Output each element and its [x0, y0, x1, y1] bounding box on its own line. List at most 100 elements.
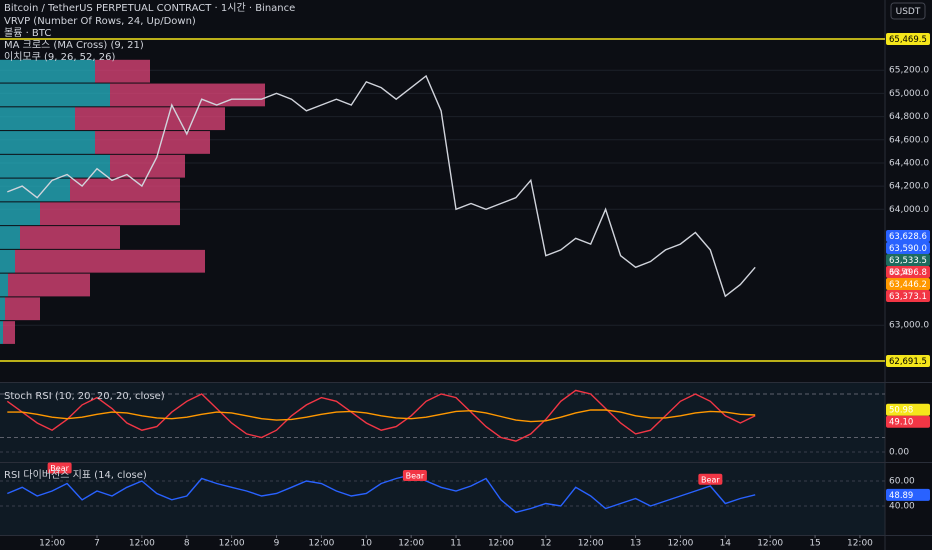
- y-tick-label: 65,200.0: [889, 66, 929, 76]
- y-tick-label: 64,200.0: [889, 182, 929, 192]
- vp-down-bar: [110, 83, 265, 107]
- y-tick-label: 64,400.0: [889, 158, 929, 168]
- vp-down-bar: [8, 273, 90, 297]
- price-badge: [886, 277, 930, 290]
- vp-up-bar: [0, 131, 95, 154]
- signal-label: Bear: [406, 472, 425, 481]
- x-tick-label: 14: [720, 539, 732, 549]
- price-badge: [886, 403, 930, 416]
- vp-down-bar: [3, 321, 15, 344]
- x-tick-label: 12:00: [578, 539, 604, 549]
- x-tick-label: 12:00: [129, 539, 155, 549]
- price-badge: [886, 229, 930, 242]
- indicator-label: 이치모쿠 (9, 26, 52, 26): [4, 51, 115, 63]
- x-tick-label: 8: [184, 539, 190, 549]
- price-badge: [886, 488, 930, 501]
- vp-down-bar: [20, 226, 120, 249]
- x-tick-label: 12:00: [308, 539, 334, 549]
- price-badge: [886, 415, 930, 428]
- price-badge-label: 50.98: [889, 406, 913, 416]
- vp-up-bar: [0, 273, 8, 297]
- vp-down-bar: [40, 202, 180, 226]
- x-tick-label: 12:00: [667, 539, 693, 549]
- signal-box: [402, 470, 427, 481]
- y-tick-label: 65,000.0: [889, 89, 929, 99]
- x-tick-label: 12:00: [847, 539, 873, 549]
- vp-down-bar: [95, 131, 210, 154]
- x-tick-label: 10: [361, 539, 373, 549]
- y-tick-label: 64,800.0: [889, 112, 929, 122]
- vp-down-bar: [15, 249, 205, 273]
- currency-button[interactable]: [890, 2, 926, 20]
- vp-down-bar: [5, 297, 40, 321]
- vp-up-bar: [0, 59, 95, 83]
- signal-label: Bear: [701, 475, 720, 484]
- hline-badge-label: 62,691.5: [889, 357, 927, 367]
- vp-up-bar: [0, 202, 40, 226]
- price-badge: [886, 241, 930, 254]
- hline-badge: [886, 32, 930, 45]
- y-tick-label: 40.00: [889, 502, 915, 512]
- y-tick-label: 64,000.0: [889, 205, 929, 215]
- signal-box: [47, 462, 72, 474]
- currency-label[interactable]: USDT: [896, 7, 921, 17]
- indicator-label: 볼륨 · BTC: [4, 27, 51, 39]
- price-badge-label: 48.89: [889, 491, 913, 501]
- hline-badge-label: 65,469.5: [889, 35, 927, 45]
- x-tick-label: 12:00: [398, 539, 424, 549]
- x-tick-label: 7: [94, 539, 100, 549]
- stoch-panel-bg: [0, 383, 885, 462]
- countdown: 36:50: [889, 267, 911, 276]
- vp-up-bar: [0, 107, 75, 131]
- vp-up-bar: [0, 154, 110, 178]
- x-tick-label: 12: [540, 539, 551, 549]
- x-tick-label: 12:00: [219, 539, 245, 549]
- price-badge-label: 63,373.1: [889, 292, 927, 302]
- price-badge-label: 63,590.0: [889, 244, 927, 254]
- plot-layer: 65,200.0 65,000.0 64,800.0 64,600.0 64,400.0…: [0, 32, 930, 549]
- vp-down-bar: [110, 154, 185, 178]
- x-tick-label: 12:00: [39, 539, 65, 549]
- price-badge-label: 63,446.2: [889, 280, 927, 290]
- y-tick-label: 63,000.0: [889, 321, 929, 331]
- series-line: [7, 409, 756, 423]
- price-badge-label: 63,496.8: [889, 268, 927, 278]
- x-tick-label: 12:00: [757, 539, 783, 549]
- indicator-label: VRVP (Number Of Rows, 24, Up/Down): [4, 16, 196, 27]
- price-badge: [886, 253, 930, 266]
- x-tick-label: 9: [274, 539, 280, 549]
- price-badge-label: 49.10: [889, 418, 913, 428]
- series-line: [7, 474, 756, 514]
- pane-title: RSI 다이버전스 지표 (14, close): [4, 469, 147, 481]
- y-tick-label: 0.00: [889, 447, 909, 457]
- hline-badge: [886, 354, 930, 367]
- vp-down-bar: [95, 59, 150, 83]
- x-tick-label: 12:00: [488, 539, 514, 549]
- vp-up-bar: [0, 178, 70, 202]
- x-tick-label: 11: [450, 539, 461, 549]
- signal-label: Bear: [50, 464, 69, 473]
- price-badge-label: 63,628.6: [889, 232, 927, 242]
- series-line: [6, 389, 756, 442]
- vp-up-bar: [0, 226, 20, 249]
- series-line: [7, 74, 756, 298]
- vp-up-bar: [0, 321, 3, 344]
- pane-title: Stoch RSI (10, 20, 20, 20, close): [4, 391, 165, 402]
- price-badge: [886, 289, 930, 302]
- y-tick-label: 64,600.0: [889, 135, 929, 145]
- price-badge: [886, 265, 930, 278]
- indicator-label: MA 크로스 (MA Cross) (9, 21): [4, 39, 144, 51]
- vp-down-bar: [75, 107, 225, 131]
- vp-down-bar: [70, 178, 180, 202]
- vp-up-bar: [0, 249, 15, 273]
- x-tick-label: 13: [630, 539, 641, 549]
- symbol-title: Bitcoin / TetherUS PERPETUAL CONTRACT · …: [4, 2, 295, 14]
- x-tick-label: 15: [809, 539, 820, 549]
- vp-up-bar: [0, 83, 110, 107]
- overlay-layer: Bitcoin / TetherUS PERPETUAL CONTRACT · …: [4, 2, 926, 63]
- signal-box: [698, 473, 723, 485]
- y-tick-label: 60.00: [889, 477, 915, 487]
- price-badge-label: 63,533.5: [889, 256, 927, 266]
- vp-up-bar: [0, 297, 5, 321]
